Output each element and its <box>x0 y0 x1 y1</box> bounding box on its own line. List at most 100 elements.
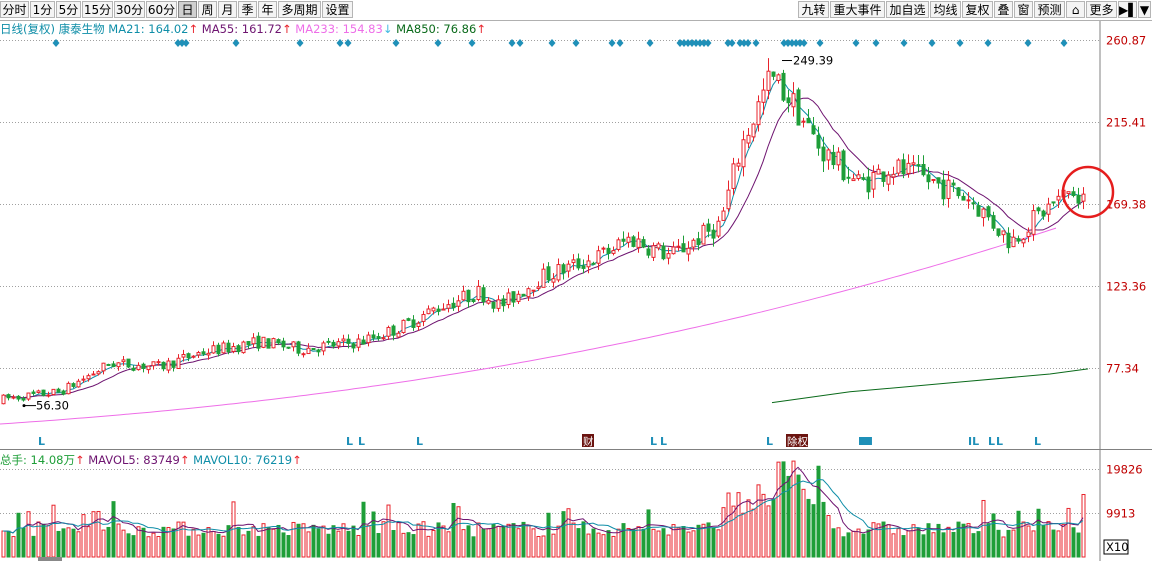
candle-body <box>211 345 216 354</box>
volume-bar <box>371 511 376 558</box>
candle-body <box>76 380 81 388</box>
toolbar-btn-month[interactable]: 月 <box>218 1 237 18</box>
candle-body <box>856 174 861 180</box>
candle-body <box>446 304 451 309</box>
toolbar-btn-day[interactable]: 日 <box>178 1 197 18</box>
highlight-circle <box>1061 165 1115 219</box>
toolbar-btn-events[interactable]: 重大事件 <box>830 1 885 18</box>
volume-bar <box>891 533 896 558</box>
volume-bar <box>231 501 236 558</box>
toolbar-btn-week[interactable]: 周 <box>198 1 217 18</box>
volume-bar <box>806 498 811 558</box>
toolbar-btn-undo[interactable]: ⌂ <box>1066 1 1085 18</box>
volume-bar <box>201 532 206 558</box>
candle-body <box>166 360 171 371</box>
toolbar-btn-die[interactable]: 叠 <box>994 1 1013 18</box>
toolbar-btn-season[interactable]: 季 <box>238 1 257 18</box>
candle-body <box>486 299 491 304</box>
volume-bar <box>446 531 451 558</box>
volume-bar <box>761 493 766 558</box>
volume-bar <box>116 523 121 558</box>
candle-body <box>71 383 76 387</box>
volume-bar <box>676 527 681 558</box>
toolbar-btn-1m[interactable]: 1分 <box>30 1 55 18</box>
candle-body <box>571 259 576 264</box>
toolbar-btn-pin[interactable]: ▶▌ <box>1118 1 1137 18</box>
signal-marker <box>728 39 736 47</box>
candle-body <box>821 146 826 162</box>
toolbar-btn-junxian[interactable]: 均线 <box>930 1 961 18</box>
candle-body <box>436 308 441 312</box>
signal-marker <box>872 39 880 47</box>
toolbar-btn-fenshi[interactable]: 分时 <box>0 1 29 18</box>
signal-marker <box>344 39 352 47</box>
toolbar-btn-60m[interactable]: 60分 <box>146 1 177 18</box>
event-label: L <box>416 435 423 448</box>
volume-bar <box>756 484 761 558</box>
volume-bar <box>31 535 36 558</box>
signal-marker <box>680 39 688 47</box>
volume-bar <box>56 530 61 558</box>
signal-markers <box>52 39 1068 47</box>
volume-bar <box>996 529 1001 558</box>
candle-body <box>841 150 846 181</box>
toolbar-btn-jiuzhuan[interactable]: 九转 <box>798 1 829 18</box>
volume-bar <box>561 511 566 558</box>
toolbar-btn-settings[interactable]: 设置 <box>322 1 353 18</box>
volume-bar <box>1046 521 1051 558</box>
toolbar-btn-5m[interactable]: 5分 <box>56 1 81 18</box>
toolbar-btn-more[interactable]: 更多 <box>1086 1 1117 18</box>
event-label: L <box>988 435 995 448</box>
mavol10-line <box>2 478 1084 534</box>
candle-body <box>836 151 841 166</box>
signal-marker <box>744 39 752 47</box>
volume-bar <box>341 523 346 558</box>
candle-body <box>1056 195 1061 201</box>
volume-bar <box>121 529 126 558</box>
candle-body <box>851 178 856 182</box>
toolbar-btn-multi[interactable]: 多周期 <box>278 1 321 18</box>
candle-body <box>566 263 571 272</box>
signal-marker <box>174 39 182 47</box>
volume-bar <box>491 523 496 558</box>
candle-body <box>751 123 756 138</box>
volume-bar <box>681 526 686 558</box>
signal-marker <box>700 39 708 47</box>
toolbar-btn-addfav[interactable]: 加自选 <box>886 1 929 18</box>
signal-marker <box>548 39 556 47</box>
volume-bar <box>626 527 631 558</box>
candle-body <box>641 239 646 248</box>
volume-bar <box>556 525 561 558</box>
toolbar-btn-dropdown[interactable]: ▼ <box>1138 1 1151 18</box>
event-label: L <box>766 435 773 448</box>
candle-body <box>66 382 71 395</box>
volume-bar <box>571 522 576 558</box>
toolbar-btn-fuquan[interactable]: 复权 <box>962 1 993 18</box>
volume-bar <box>26 511 31 558</box>
volume-bar <box>1061 524 1066 558</box>
legend-title: 日线(复权) <box>0 22 55 36</box>
candle-body <box>976 205 981 217</box>
candle-body <box>681 243 686 253</box>
volume-bar <box>351 525 356 558</box>
signal-marker <box>984 39 992 47</box>
volume-bar <box>211 531 216 558</box>
volume-bar <box>1026 525 1031 558</box>
signal-marker <box>178 39 186 47</box>
candle-body <box>736 162 741 167</box>
volume-bar <box>41 523 46 558</box>
volume-bar <box>441 525 446 558</box>
volume-bar <box>706 522 711 558</box>
toolbar-btn-15m[interactable]: 15分 <box>82 1 113 18</box>
candle-body <box>41 389 46 396</box>
toolbar-btn-year[interactable]: 年 <box>258 1 277 18</box>
toolbar-btn-yuce[interactable]: 预测 <box>1034 1 1065 18</box>
toolbar-btn-chuang[interactable]: 窗 <box>1014 1 1033 18</box>
candle-body <box>156 361 161 364</box>
toolbar-btn-30m[interactable]: 30分 <box>114 1 145 18</box>
candle-body <box>316 349 321 353</box>
volume-bar <box>896 528 901 558</box>
candle-body <box>556 264 561 281</box>
volume-bar <box>766 505 771 558</box>
